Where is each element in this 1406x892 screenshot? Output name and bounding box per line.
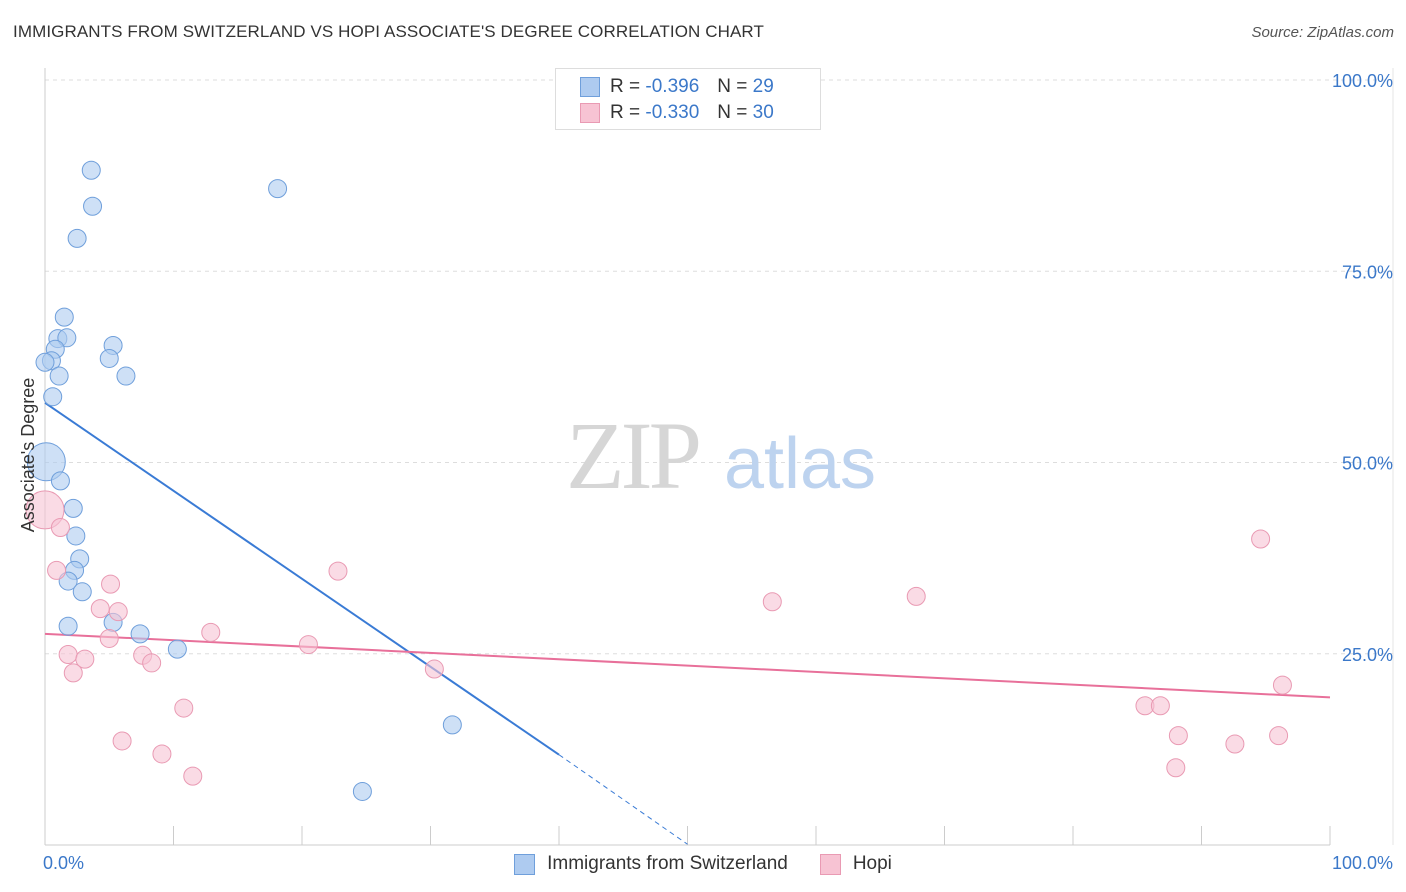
trend-line-hopi [44, 632, 1331, 699]
point-hopi [50, 518, 70, 538]
point-hopi [1168, 726, 1188, 746]
point-switzerland [130, 624, 150, 644]
trend-line-switzerland-extension [558, 754, 688, 845]
legend-r-value-blue: -0.396 [645, 76, 700, 97]
point-switzerland [35, 352, 55, 372]
series-legend-item-switzerland[interactable]: Immigrants from Switzerland [514, 853, 788, 875]
point-hopi [142, 653, 162, 673]
point-switzerland [67, 228, 87, 248]
legend-r-value-pink: -0.330 [645, 102, 700, 123]
y-tick-label: 25.0% [1342, 645, 1393, 665]
point-hopi [298, 635, 318, 655]
point-hopi [47, 560, 67, 580]
legend-n-value-pink: 30 [752, 102, 774, 123]
point-hopi [25, 490, 65, 530]
point-hopi [201, 622, 221, 642]
point-hopi [112, 731, 132, 751]
x-tick-label-max: 100.0% [1332, 853, 1393, 873]
point-switzerland [268, 179, 288, 199]
point-hopi [63, 663, 83, 683]
x-tick-label-min: 0.0% [43, 853, 84, 873]
point-hopi [174, 698, 194, 718]
legend-r-label: R = [610, 76, 641, 97]
watermark-zip: ZIP [566, 402, 699, 509]
point-switzerland [442, 715, 462, 735]
legend-n-value-blue: 29 [752, 76, 774, 97]
series-legend-label: Immigrants from Switzerland [547, 853, 788, 874]
point-switzerland [50, 471, 70, 491]
watermark: ZIP atlas [566, 402, 876, 509]
gridlines [45, 79, 1393, 655]
point-hopi [1269, 726, 1289, 746]
data-points [25, 160, 1292, 801]
watermark-atlas: atlas [724, 424, 876, 504]
point-hopi [1272, 675, 1292, 695]
point-hopi [101, 574, 121, 594]
point-switzerland [167, 639, 187, 659]
y-tick-label: 50.0% [1342, 454, 1393, 474]
point-hopi [90, 599, 110, 619]
point-hopi [906, 586, 926, 606]
point-switzerland [57, 328, 77, 348]
legend-n-label: N = [717, 102, 748, 123]
y-tick-label: 75.0% [1342, 262, 1393, 282]
series-legend: Immigrants from Switzerland Hopi [0, 850, 1406, 878]
point-switzerland [352, 781, 372, 801]
point-hopi [1225, 734, 1245, 754]
point-hopi [183, 766, 203, 786]
point-hopi [1251, 529, 1271, 549]
point-switzerland [26, 442, 66, 482]
point-hopi [99, 628, 119, 648]
legend-swatch-blue [580, 77, 600, 97]
legend-row-blue: R = -0.396 N = 29 [580, 74, 774, 100]
point-switzerland [81, 160, 101, 180]
point-switzerland [116, 366, 136, 386]
point-switzerland [83, 196, 103, 216]
series-legend-label: Hopi [852, 853, 892, 874]
point-hopi [328, 561, 348, 581]
legend-row-pink: R = -0.330 N = 30 [580, 100, 774, 126]
trend-lines [44, 402, 1331, 845]
point-switzerland [49, 366, 69, 386]
point-switzerland [58, 616, 78, 636]
tick-labels: 25.0% 50.0% 75.0% 100.0% 0.0% 100.0% [43, 71, 1393, 873]
point-hopi [762, 592, 782, 612]
chart-title: IMMIGRANTS FROM SWITZERLAND VS HOPI ASSO… [13, 22, 764, 41]
y-tick-label: 100.0% [1332, 71, 1393, 91]
y-axis-label: Associate's Degree [18, 378, 38, 533]
legend-n-label: N = [717, 76, 748, 97]
point-switzerland [99, 348, 119, 368]
chart-source: Source: ZipAtlas.com [1251, 24, 1394, 41]
point-switzerland [43, 387, 63, 407]
legend-swatch-pink [580, 103, 600, 123]
legend-r-label: R = [610, 102, 641, 123]
point-switzerland [54, 307, 74, 327]
point-hopi [75, 649, 95, 669]
point-hopi [152, 744, 172, 764]
point-hopi [108, 602, 128, 622]
correlation-legend: R = -0.396 N = 29 R = -0.330 N = 30 [555, 68, 821, 130]
axes [44, 68, 1394, 846]
point-switzerland [66, 526, 86, 546]
point-switzerland [72, 582, 92, 602]
trend-line-switzerland [44, 402, 560, 756]
point-hopi [424, 659, 444, 679]
series-legend-item-hopi[interactable]: Hopi [819, 853, 892, 875]
series-swatch-blue [514, 853, 536, 875]
point-hopi [1166, 758, 1186, 778]
point-hopi [1150, 696, 1170, 716]
point-hopi [58, 645, 78, 665]
series-swatch-pink [819, 853, 841, 875]
point-switzerland [63, 498, 83, 518]
